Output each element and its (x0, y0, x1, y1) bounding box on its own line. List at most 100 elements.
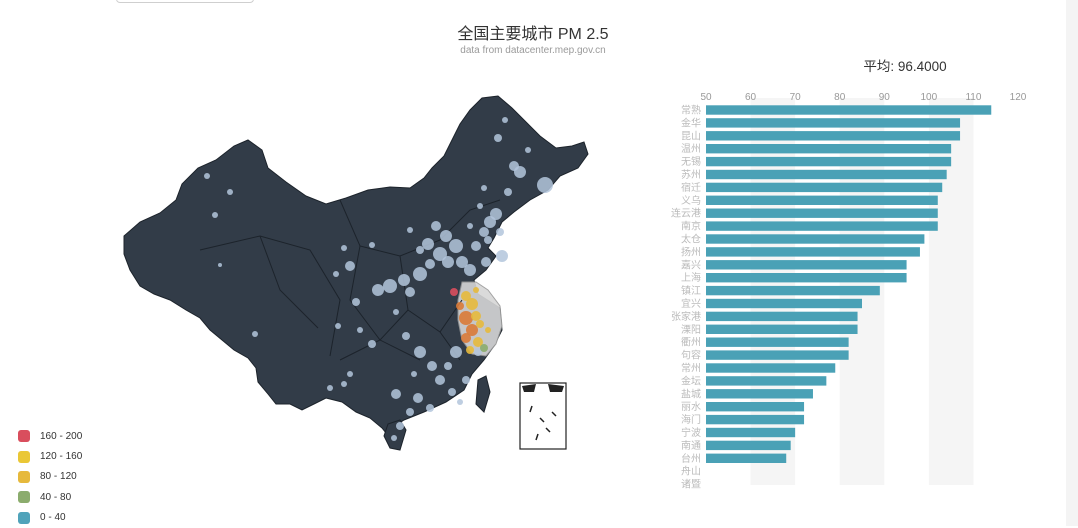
city-bubble (537, 177, 553, 193)
x-tick-label: 120 (1010, 92, 1027, 103)
city-bubble (435, 375, 445, 385)
china-map[interactable] (123, 95, 589, 451)
province-border (439, 199, 501, 241)
bar[interactable] (706, 105, 992, 115)
nine-dash-line (529, 405, 557, 441)
bar[interactable] (706, 414, 805, 425)
bar[interactable] (706, 324, 858, 334)
bar[interactable] (706, 273, 907, 283)
bar[interactable] (706, 195, 938, 205)
city-bubble (471, 241, 481, 251)
x-tick-label: 60 (745, 92, 757, 103)
province-border (199, 235, 341, 357)
bar[interactable] (706, 118, 961, 128)
bar[interactable] (706, 453, 787, 463)
city-bubble (427, 361, 437, 371)
legend-swatch (18, 450, 30, 463)
x-tick-label: 80 (834, 92, 846, 103)
bar[interactable] (706, 298, 862, 309)
pm-marker (480, 344, 488, 352)
city-bubble (416, 246, 424, 254)
city-bubble (450, 346, 462, 358)
legend-item[interactable]: 80 - 120 (18, 467, 82, 487)
city-bubble (433, 247, 447, 261)
bar[interactable] (706, 285, 880, 296)
map-legend: 160 - 200 120 - 160 80 - 120 40 - 80 0 - 40 (18, 426, 82, 528)
city-bubble (481, 185, 487, 191)
bar[interactable] (706, 311, 858, 322)
province-border (339, 309, 409, 361)
category-label: 常熟 (681, 104, 701, 117)
pm-marker (473, 287, 479, 293)
city-bubble (494, 134, 502, 142)
legend-swatch (18, 430, 30, 443)
category-label: 海门 (681, 413, 701, 426)
category-label: 温州 (681, 143, 701, 155)
bar[interactable] (706, 376, 827, 386)
city-bubble (481, 257, 491, 267)
city-bubble (496, 228, 504, 236)
pm-marker (459, 311, 473, 325)
bar[interactable] (706, 169, 947, 180)
category-label: 溧阳 (681, 323, 701, 336)
average-label: 平均: 96.4000 (863, 59, 947, 74)
bar[interactable] (706, 208, 938, 218)
bar[interactable] (706, 427, 796, 438)
city-bubble (440, 230, 452, 242)
city-bubble (402, 332, 410, 340)
city-bubble (357, 327, 363, 333)
province-border (349, 245, 421, 361)
bar[interactable] (706, 182, 943, 193)
category-label: 扬州 (681, 245, 701, 258)
pm-marker (476, 320, 484, 328)
category-label: 句容 (681, 349, 701, 362)
bar[interactable] (706, 131, 961, 141)
bar[interactable] (706, 350, 849, 360)
category-label: 连云港 (671, 207, 701, 220)
city-bubble (431, 221, 441, 231)
legend-item[interactable]: 0 - 40 (18, 508, 82, 528)
bar[interactable] (706, 144, 952, 154)
bar[interactable] (706, 260, 907, 270)
bar[interactable] (706, 234, 925, 244)
city-bubble (335, 323, 341, 329)
legend-item[interactable]: 120 - 160 (18, 446, 82, 466)
bar[interactable] (706, 363, 836, 373)
city-bubble (467, 223, 473, 229)
legend-swatch (18, 511, 30, 524)
city-bubble (227, 189, 233, 195)
bar[interactable] (706, 402, 805, 412)
city-bubble (383, 279, 397, 293)
pm-marker (471, 311, 481, 321)
bar[interactable] (706, 337, 849, 347)
city-bubble (457, 399, 463, 405)
city-bubble (398, 274, 410, 286)
bar[interactable] (706, 156, 952, 167)
bar[interactable] (706, 247, 920, 257)
city-bubble (369, 242, 375, 248)
city-bubble (456, 256, 468, 268)
city-bubble (413, 393, 423, 403)
bar[interactable] (706, 221, 938, 231)
legend-swatch (18, 491, 30, 504)
bar-chart: 50 60 70 80 90 100 110 120 常熟金华昆山温州无锡苏州宿迁义乌连云港南京… (671, 92, 1027, 491)
bar[interactable] (706, 389, 813, 399)
x-tick-label: 110 (965, 92, 981, 103)
city-bubble (525, 147, 531, 153)
taiwan-island (475, 375, 491, 413)
city-bubble (391, 435, 397, 441)
category-label: 诸暨 (681, 479, 701, 491)
legend-item[interactable]: 40 - 80 (18, 487, 82, 507)
legend-swatch (18, 470, 30, 483)
city-bubble (425, 259, 435, 269)
legend-item[interactable]: 160 - 200 (18, 426, 82, 446)
city-bubble (407, 227, 413, 233)
city-bubble (333, 271, 339, 277)
category-label: 衢州 (681, 337, 701, 349)
city-bubble (327, 385, 333, 391)
category-label: 台州 (681, 452, 701, 465)
city-bubble (347, 371, 353, 377)
pm-marker (456, 302, 464, 310)
bar[interactable] (706, 440, 791, 451)
